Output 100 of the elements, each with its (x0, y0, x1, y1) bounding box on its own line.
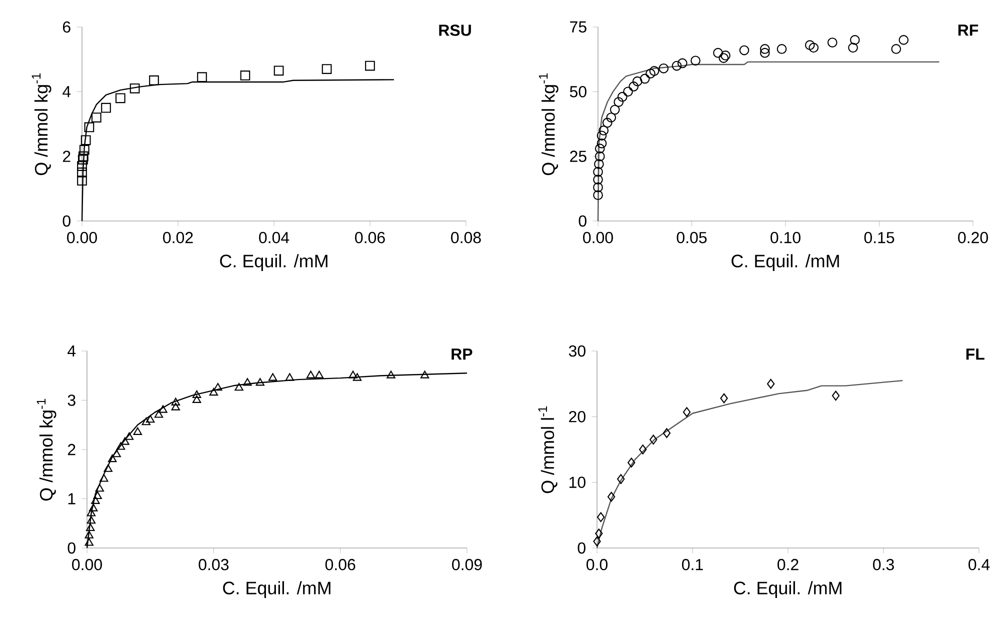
x-tick-label: 0.06 (355, 232, 385, 244)
x-axis-title: C. Equil. /mM (220, 254, 328, 271)
chart-title: RSU (439, 24, 471, 36)
point (808, 42, 819, 53)
x-tick-label: 0.02 (163, 232, 193, 244)
point (420, 370, 430, 378)
point (718, 53, 729, 63)
y-tick-label: 0 (578, 215, 586, 227)
point (720, 393, 728, 404)
point (80, 135, 91, 146)
point (593, 182, 603, 192)
point (593, 174, 603, 185)
point (594, 144, 605, 154)
x-axis-title: C. Equil. /mM (734, 581, 842, 598)
point (602, 118, 612, 128)
point (682, 407, 691, 418)
x-tick-label: 0.00 (583, 232, 613, 244)
point (739, 45, 750, 56)
point (91, 112, 102, 122)
point (91, 496, 100, 504)
x-tick-label: 0.20 (958, 232, 988, 244)
point (594, 151, 605, 162)
point (209, 388, 218, 396)
y-tick-label: 0 (62, 215, 70, 227)
point (192, 390, 202, 398)
point (95, 484, 104, 492)
point (639, 444, 647, 454)
y-axis-title: Q /mmol kg$^{-1}$ (32, 73, 52, 176)
point (827, 38, 838, 48)
point (78, 154, 88, 164)
chart-title: RP (452, 348, 472, 360)
x-tick-label: 0.05 (676, 232, 707, 244)
y-tick-label: 0 (578, 542, 586, 554)
x-axis-title: C. Equil. /mM (732, 254, 839, 271)
point (640, 74, 650, 84)
point (100, 474, 108, 482)
x-tick-label: 0.1 (682, 558, 703, 570)
point (760, 48, 770, 58)
point (84, 538, 94, 546)
point (593, 190, 603, 200)
x-tick-label: 0.09 (452, 558, 482, 570)
point (120, 437, 130, 445)
line-series (596, 380, 904, 549)
point (386, 370, 396, 378)
point (365, 60, 375, 71)
point (112, 449, 121, 458)
point (77, 161, 87, 171)
line-series (597, 61, 940, 222)
point (898, 35, 909, 45)
point (832, 390, 840, 401)
point (848, 42, 858, 53)
x-tick-label: 0.06 (325, 558, 356, 570)
point (214, 383, 222, 391)
point (610, 104, 620, 115)
x-tick-label: 0.4 (968, 558, 990, 570)
x-tick-label: 0.00 (72, 558, 102, 570)
point (598, 126, 609, 136)
point (306, 370, 316, 378)
point (760, 44, 770, 54)
point (116, 442, 126, 450)
point (285, 373, 294, 381)
point (274, 66, 284, 76)
point (130, 83, 140, 94)
point (108, 454, 117, 462)
point (596, 512, 605, 522)
point (197, 72, 207, 82)
point (608, 492, 616, 502)
y-tick-label: 25 (570, 150, 586, 162)
y-tick-label: 20 (569, 411, 586, 422)
point (606, 112, 616, 122)
y-tick-label: 4 (68, 346, 76, 356)
point (124, 432, 134, 440)
point (614, 97, 624, 107)
point (617, 92, 628, 102)
point (154, 410, 164, 418)
point (617, 474, 625, 484)
point (322, 64, 332, 74)
point (192, 395, 202, 403)
point (146, 415, 155, 423)
point (646, 68, 656, 78)
point (690, 56, 700, 66)
y-axis-title: Q /mmol kg$^{-1}$ (538, 73, 558, 176)
point (234, 383, 244, 391)
x-tick-label: 0.15 (864, 232, 894, 244)
point (658, 63, 669, 74)
point (149, 75, 159, 86)
point (77, 168, 87, 178)
point (596, 138, 607, 148)
y-tick-label: 3 (68, 394, 76, 406)
y-tick-label: 2 (62, 150, 70, 162)
point (77, 176, 87, 186)
x-tick-label: 0.08 (451, 232, 481, 244)
y-tick-label: 75 (570, 21, 586, 33)
point (891, 44, 902, 54)
point (86, 516, 96, 524)
point (101, 102, 111, 113)
x-tick-label: 0.2 (778, 558, 798, 570)
point (84, 530, 94, 538)
point (104, 464, 112, 472)
y-tick-label: 50 (570, 86, 586, 98)
